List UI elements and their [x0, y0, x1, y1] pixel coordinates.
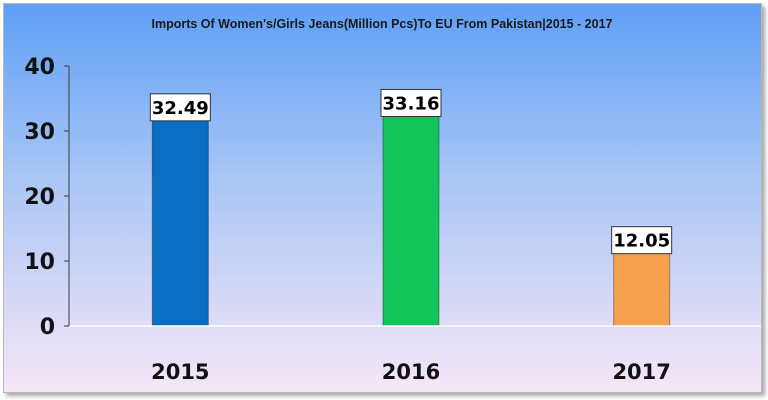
y-tick-label: 40: [24, 55, 55, 80]
bar-2016: [382, 109, 440, 327]
chart-background: [4, 4, 761, 392]
bar-2017: [613, 247, 671, 327]
data-label-box: [611, 226, 673, 255]
y-tick-label: 30: [24, 120, 55, 145]
chart-title: Imports Of Women's/Girls Jeans(Million P…: [151, 17, 612, 31]
data-labels: 32.49 33.16 12.05: [149, 88, 673, 255]
bar-2015: [151, 114, 209, 327]
bars: [151, 109, 671, 327]
data-label: 12.05: [613, 231, 670, 252]
x-tick-label: 2015: [151, 360, 209, 384]
data-label: 33.16: [383, 93, 440, 114]
bar-chart: Imports Of Women's/Girls Jeans(Million P…: [4, 4, 761, 392]
x-tick-label: 2016: [382, 360, 440, 384]
chart-frame: Imports Of Women's/Girls Jeans(Million P…: [3, 3, 762, 393]
y-tick-label: 10: [24, 250, 55, 275]
y-tick-label: 0: [40, 315, 55, 340]
y-tick-label: 20: [24, 185, 55, 210]
y-axis-ticks: 0 10 20 30 40: [24, 55, 69, 340]
x-tick-label: 2017: [612, 360, 670, 384]
data-label-box: [149, 93, 211, 122]
x-axis-ticks: 2015 2016 2017: [151, 360, 671, 384]
data-label: 32.49: [152, 98, 209, 119]
data-label-box: [380, 88, 442, 117]
